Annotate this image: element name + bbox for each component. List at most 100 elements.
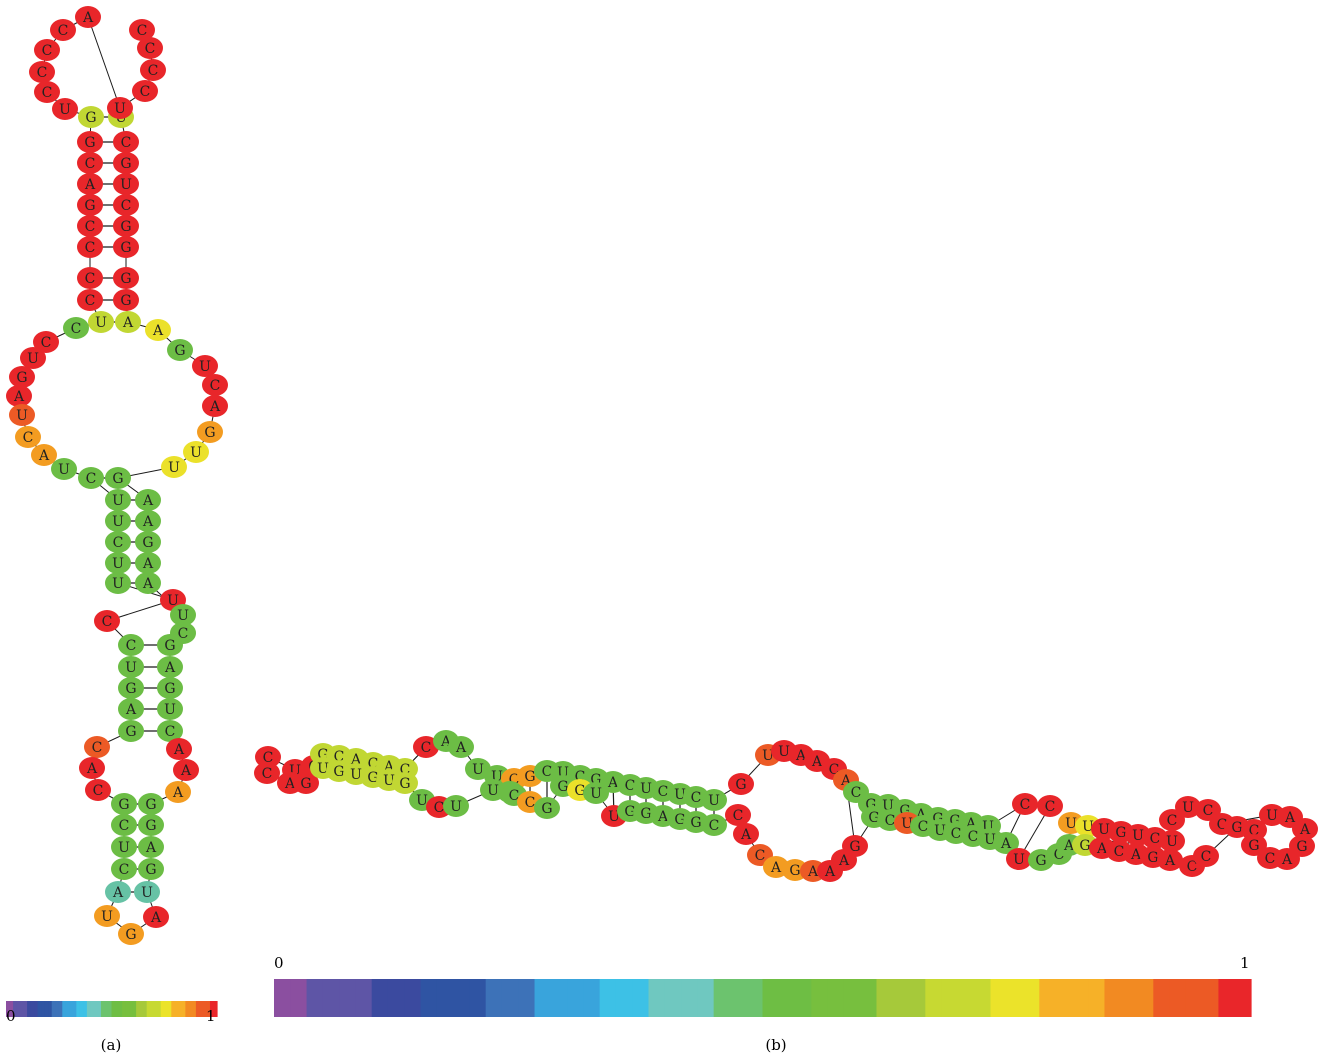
nucleotide: A: [993, 832, 1019, 854]
nucleotide: C: [255, 746, 281, 768]
panel-b-scale-min: 0: [274, 954, 284, 972]
colorscale-step: [1218, 979, 1236, 1017]
nucleotide-base: C: [968, 829, 979, 845]
nucleotide: A: [135, 552, 161, 574]
nucleotide: U: [113, 173, 139, 195]
nucleotide: A: [77, 173, 103, 195]
nucleotide-base: G: [674, 812, 685, 828]
panel-a-label: (a): [101, 1036, 122, 1054]
nucleotide-base: G: [789, 863, 800, 879]
nucleotide: C: [1012, 793, 1038, 815]
nucleotide-base: G: [120, 271, 131, 287]
nucleotide-base: C: [85, 293, 96, 309]
colorscale-step: [153, 1001, 158, 1017]
nucleotide-base: A: [142, 514, 154, 530]
colorscale-step: [648, 979, 666, 1017]
nucleotide: C: [413, 736, 439, 758]
nucleotide: G: [113, 236, 139, 258]
colorscale-step: [1169, 979, 1187, 1017]
nucleotide-disc: [77, 236, 103, 258]
nucleotide-base: A: [38, 448, 50, 464]
colorscale-step: [1153, 979, 1171, 1017]
nucleotide-disc: [135, 531, 161, 553]
nucleotide-disc: [137, 37, 163, 59]
nucleotide: U: [105, 489, 131, 511]
panel-b-structure: UGCCAGGCACACUGUGUGCAAUUCUUCGCUGCCGUCGACU…: [254, 730, 1318, 882]
nucleotide-disc: [113, 215, 139, 237]
nucleotide-base: C: [625, 778, 636, 794]
nucleotide: C: [33, 331, 59, 353]
nucleotide-base: A: [838, 853, 850, 869]
nucleotide-disc: [31, 444, 57, 466]
nucleotide-base: G: [1115, 825, 1126, 841]
colorscale-step: [192, 1001, 197, 1017]
colorscale-step: [469, 979, 487, 1017]
nucleotide-disc: [111, 814, 137, 836]
nucleotide-disc: [134, 881, 160, 903]
nucleotide-base: G: [735, 777, 746, 793]
nucleotide-base: C: [733, 808, 744, 824]
colorscale-step: [195, 1001, 201, 1017]
nucleotide-base: C: [210, 378, 221, 394]
nucleotide-disc: [63, 317, 89, 339]
colorscale-step: [1055, 979, 1073, 1017]
nucleotide-base: C: [102, 614, 113, 630]
nucleotide: A: [118, 698, 144, 720]
nucleotide-base: A: [284, 776, 296, 792]
colorscale-step: [44, 1001, 49, 1017]
colorscale-step: [762, 979, 780, 1017]
colorscale-step: [185, 1001, 190, 1017]
nucleotide-base: C: [165, 724, 176, 740]
nucleotide-base: U: [901, 816, 913, 832]
colorscale-step: [143, 1001, 148, 1017]
nucleotide: G: [138, 793, 164, 815]
nucleotide-base: C: [755, 848, 766, 864]
nucleotide-base: U: [472, 762, 484, 778]
colorscale-step: [9, 1001, 14, 1017]
colorscale-step: [339, 979, 357, 1017]
nucleotide-disc: [202, 374, 228, 396]
nucleotide-base: C: [575, 769, 586, 785]
nucleotide-base: C: [709, 818, 720, 834]
colorscale-step: [90, 1001, 95, 1017]
nucleotide-base: U: [416, 793, 428, 809]
nucleotide-base: A: [795, 748, 807, 764]
nucleotide-disc: [111, 858, 137, 880]
nucleotide-disc: [129, 19, 155, 41]
nucleotide: U: [192, 355, 218, 377]
colorscale-step: [167, 1001, 172, 1017]
nucleotide-base: C: [71, 321, 82, 337]
nucleotide-disc: [75, 6, 101, 28]
nucleotide-base: U: [590, 786, 602, 802]
nucleotide-disc: [143, 906, 169, 928]
nucleotide-base: G: [300, 776, 311, 792]
colorscale-step: [274, 979, 291, 1017]
nucleotide-disc: [118, 634, 144, 656]
colorscale-step: [713, 979, 731, 1017]
colorscale-step: [136, 1001, 141, 1017]
nucleotide-base: G: [174, 343, 185, 359]
nucleotide-base: A: [142, 556, 154, 572]
nucleotide-base: U: [95, 315, 107, 331]
nucleotide-disc: [105, 881, 131, 903]
nucleotide-base: U: [141, 885, 153, 901]
nucleotide-base: C: [918, 819, 929, 835]
nucleotide-disc: [105, 572, 131, 594]
nucleotide-base: G: [932, 811, 943, 827]
colorscale-step: [534, 979, 552, 1017]
colorscale-step: [100, 1001, 106, 1017]
nucleotide: G: [77, 194, 103, 216]
colorscale-step: [1137, 979, 1154, 1017]
nucleotide-disc: [29, 61, 55, 83]
colorscale-step: [876, 979, 894, 1017]
colorscale-step: [146, 1001, 151, 1017]
nucleotide-disc: [1037, 795, 1063, 817]
nucleotide-base: G: [145, 862, 156, 878]
nucleotide-base: U: [118, 840, 130, 856]
nucleotide-base: U: [177, 608, 189, 624]
nucleotide-base: G: [142, 535, 153, 551]
nucleotide-disc: [51, 458, 77, 480]
nucleotide-base: C: [851, 785, 862, 801]
nucleotide-base: U: [112, 514, 124, 530]
nucleotide-base: C: [85, 219, 96, 235]
